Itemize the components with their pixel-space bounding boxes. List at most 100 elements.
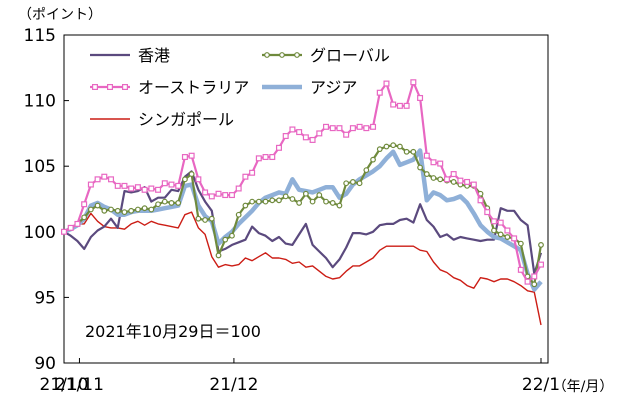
y-tick-label: 115 [24, 26, 56, 46]
data-point [396, 102, 403, 109]
data-point [182, 176, 188, 183]
data-point [470, 181, 477, 188]
data-point [222, 192, 229, 199]
data-point [289, 196, 296, 202]
data-point [417, 164, 423, 171]
data-point [390, 101, 397, 108]
data-point [202, 189, 209, 196]
data-point [135, 206, 141, 213]
legend-marker [121, 83, 128, 90]
data-point [229, 232, 235, 239]
plot-area [60, 34, 549, 364]
data-point [114, 182, 121, 189]
legend-item: アジア [262, 78, 357, 97]
data-point [437, 176, 444, 183]
data-point [430, 159, 437, 166]
data-point [383, 143, 390, 150]
data-point [108, 176, 115, 183]
data-point [497, 219, 504, 226]
data-point [477, 197, 484, 204]
data-point [81, 214, 88, 221]
data-point [511, 235, 518, 242]
data-point [383, 80, 390, 87]
data-point [302, 134, 309, 141]
data-point [87, 206, 94, 213]
legend-item: 香港 [90, 46, 170, 65]
y-tick-label: 90 [34, 354, 56, 374]
data-point [282, 133, 289, 140]
data-point [141, 186, 148, 193]
data-point [222, 236, 229, 243]
legend-item: オーストラリア [90, 78, 249, 97]
data-point [148, 206, 155, 213]
x-tick-label: 21/10 [40, 375, 89, 395]
data-point [81, 201, 88, 208]
data-point [228, 192, 235, 199]
legend-label: オーストラリア [138, 78, 249, 97]
data-point [134, 184, 141, 191]
data-point [343, 180, 350, 187]
data-point [262, 154, 269, 161]
data-point [121, 182, 128, 189]
data-point [464, 178, 471, 185]
data-point [329, 125, 336, 132]
data-point [249, 169, 256, 176]
data-point [423, 171, 430, 177]
data-point [60, 228, 67, 235]
data-point [141, 205, 148, 212]
plot-frame [63, 34, 549, 364]
data-point [363, 167, 370, 174]
data-point [161, 198, 168, 205]
data-point [309, 198, 316, 205]
data-point [336, 125, 343, 132]
legend-label: 香港 [138, 46, 170, 65]
data-point [275, 144, 282, 151]
data-point [242, 173, 249, 180]
legend-marker [294, 52, 300, 58]
data-point [155, 186, 162, 193]
data-point [94, 176, 101, 183]
data-point [531, 281, 538, 288]
data-point [249, 198, 256, 205]
data-point [443, 176, 450, 183]
data-point [437, 160, 444, 167]
legend-item: シンガポール [90, 110, 234, 129]
data-point [108, 206, 114, 213]
data-point [128, 185, 135, 192]
legend-marker [106, 83, 113, 90]
data-point [269, 197, 276, 204]
data-point [74, 220, 81, 227]
data-point [403, 102, 410, 109]
data-point [282, 193, 289, 200]
data-point [376, 89, 383, 96]
data-point [195, 215, 202, 222]
data-point [336, 202, 343, 209]
data-point [114, 207, 121, 214]
y-tick-label: 110 [24, 92, 56, 112]
data-point [497, 231, 504, 238]
series-line [63, 148, 543, 292]
legend-item: グローバル [262, 46, 390, 65]
base-date-note: 2021年10月29日＝100 [85, 322, 261, 341]
data-point [67, 224, 74, 231]
data-point [235, 211, 242, 218]
data-point [148, 185, 155, 192]
data-point [329, 200, 336, 206]
data-point [302, 190, 309, 197]
x-tick-label: 21/12 [209, 375, 258, 395]
data-point [504, 227, 511, 234]
data-point [390, 142, 397, 149]
legend-label: シンガポール [138, 110, 234, 129]
data-point [370, 123, 377, 130]
data-point [215, 252, 222, 259]
data-point [423, 152, 430, 159]
data-point [296, 200, 303, 206]
data-point [269, 154, 276, 161]
data-point [417, 94, 424, 101]
data-point [87, 181, 94, 188]
series-line [63, 211, 542, 326]
data-point [161, 180, 168, 187]
data-point [524, 278, 531, 285]
legend-label: アジア [310, 78, 357, 97]
data-point [316, 130, 323, 137]
